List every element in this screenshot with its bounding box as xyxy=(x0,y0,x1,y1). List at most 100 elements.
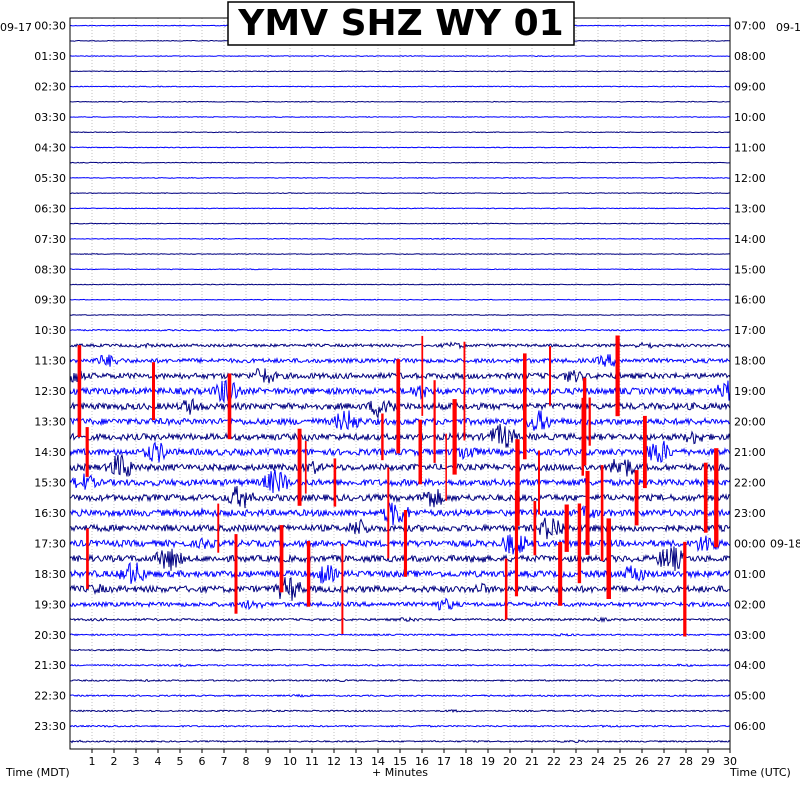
right-hour-label: 02:00 xyxy=(734,598,766,611)
clipped-segment xyxy=(581,397,584,476)
title-box xyxy=(227,1,575,46)
left-hour-label: 16:30 xyxy=(34,507,66,520)
clipped-segment xyxy=(588,397,591,446)
clipped-segment xyxy=(381,413,384,461)
clipped-segment xyxy=(297,428,302,506)
minute-tick-label: 29 xyxy=(701,755,715,768)
right-hour-label: 21:00 xyxy=(734,446,766,459)
clipped-segment xyxy=(396,359,401,454)
start-date-left: 09-17 xyxy=(0,21,32,34)
left-hour-label: 03:30 xyxy=(34,111,66,124)
right-hour-label: 15:00 xyxy=(734,263,766,276)
seismic-trace xyxy=(70,517,731,540)
left-hour-label: 21:30 xyxy=(34,659,66,672)
minute-tick-label: 27 xyxy=(657,755,671,768)
clipped-segment xyxy=(152,362,156,421)
clipped-segment xyxy=(515,439,520,526)
clipped-segment xyxy=(333,458,337,507)
left-hour-label: 11:30 xyxy=(34,355,66,368)
left-hour-label: 06:30 xyxy=(34,202,66,215)
clipped-segment xyxy=(558,542,563,606)
left-hour-label: 10:30 xyxy=(34,324,66,337)
right-hour-label: 11:00 xyxy=(734,141,766,154)
clipped-segment xyxy=(418,419,422,485)
minute-tick-label: 21 xyxy=(525,755,539,768)
clipped-segment xyxy=(615,335,620,417)
clipped-segment xyxy=(606,518,611,599)
left-hour-label: 20:30 xyxy=(34,629,66,642)
seismic-trace xyxy=(69,561,731,585)
x-axis-caption: + Minutes xyxy=(372,766,428,779)
seismic-trace xyxy=(69,192,731,195)
clipped-segment xyxy=(387,467,390,559)
trace-layer xyxy=(69,24,731,744)
minute-axis: 1 2 3 4 5 6 7 8 9 10 11 12 13 14 15 16 17 18 19 20 21 22 23 24 2… xyxy=(89,749,737,768)
right-hour-label: 17:00 xyxy=(734,324,766,337)
minute-tick-label: 19 xyxy=(481,755,495,768)
right-hour-label: 06:00 xyxy=(734,720,766,733)
seismic-trace xyxy=(69,678,731,683)
seismic-trace xyxy=(70,268,730,271)
left-hour-label: 04:30 xyxy=(34,141,66,154)
seismic-trace xyxy=(70,70,730,73)
seismic-trace xyxy=(69,328,731,332)
seismic-trace xyxy=(69,502,731,526)
minute-tick-label: 5 xyxy=(177,755,184,768)
right-hour-label: 01:00 xyxy=(734,568,766,581)
seismic-trace xyxy=(69,533,731,555)
left-hour-label: 05:30 xyxy=(34,172,66,185)
seismic-trace xyxy=(69,616,731,623)
minute-tick-label: 30 xyxy=(723,755,737,768)
right-hour-label: 04:00 xyxy=(734,659,766,672)
minute-tick-label: 22 xyxy=(547,755,561,768)
seismic-trace xyxy=(69,693,731,698)
minute-tick-label: 10 xyxy=(283,755,297,768)
left-hour-label: 15:30 xyxy=(34,477,66,490)
clipped-segment xyxy=(341,544,344,635)
clipped-segment xyxy=(234,534,238,614)
minute-tick-label: 8 xyxy=(243,755,250,768)
seismic-trace xyxy=(69,440,731,463)
minute-tick-label: 16 xyxy=(415,755,429,768)
clipped-segment xyxy=(582,377,587,466)
seismic-trace xyxy=(69,577,731,601)
clipped-segment xyxy=(445,433,447,501)
right-hour-label: 03:00 xyxy=(734,629,766,642)
clipped-segment xyxy=(421,335,424,416)
clipped-segment xyxy=(433,380,436,463)
minute-tick-label: 2 xyxy=(111,755,118,768)
seismic-trace xyxy=(69,597,731,611)
minute-tick-label: 13 xyxy=(349,755,363,768)
seismic-trace xyxy=(69,253,731,256)
left-hour-label: 12:30 xyxy=(34,385,66,398)
minute-tick-label: 9 xyxy=(265,755,272,768)
grid-layer xyxy=(91,18,709,749)
clipped-segment xyxy=(683,541,687,637)
minute-tick-label: 15 xyxy=(393,755,407,768)
clipped-segment xyxy=(703,462,708,533)
minute-tick-label: 4 xyxy=(155,755,162,768)
left-hour-label: 09:30 xyxy=(34,294,66,307)
minute-tick-label: 14 xyxy=(371,755,385,768)
minute-tick-label: 3 xyxy=(133,755,140,768)
clipped-segment xyxy=(533,501,537,556)
seismic-trace xyxy=(69,207,731,210)
seismic-trace xyxy=(69,176,731,179)
clipped-segment xyxy=(403,510,408,577)
minute-tick-label: 7 xyxy=(221,755,228,768)
clipped-segment xyxy=(577,503,582,584)
right-axis-caption: Time (UTC) xyxy=(729,766,791,779)
seismic-trace xyxy=(70,146,731,149)
seismic-trace xyxy=(69,313,731,316)
right-hour-label: 12:00 xyxy=(734,172,766,185)
date-change-label: 09-18 xyxy=(770,537,800,550)
seismic-trace xyxy=(69,546,731,572)
seismic-trace xyxy=(70,648,731,652)
right-hour-label: 07:00 xyxy=(734,20,766,33)
minute-tick-label: 12 xyxy=(327,755,341,768)
seismic-trace xyxy=(69,222,731,225)
right-hour-label: 05:00 xyxy=(734,690,766,703)
clipped-segment xyxy=(514,490,519,597)
clipped-segment xyxy=(306,541,311,607)
right-hour-label: 08:00 xyxy=(734,50,766,63)
